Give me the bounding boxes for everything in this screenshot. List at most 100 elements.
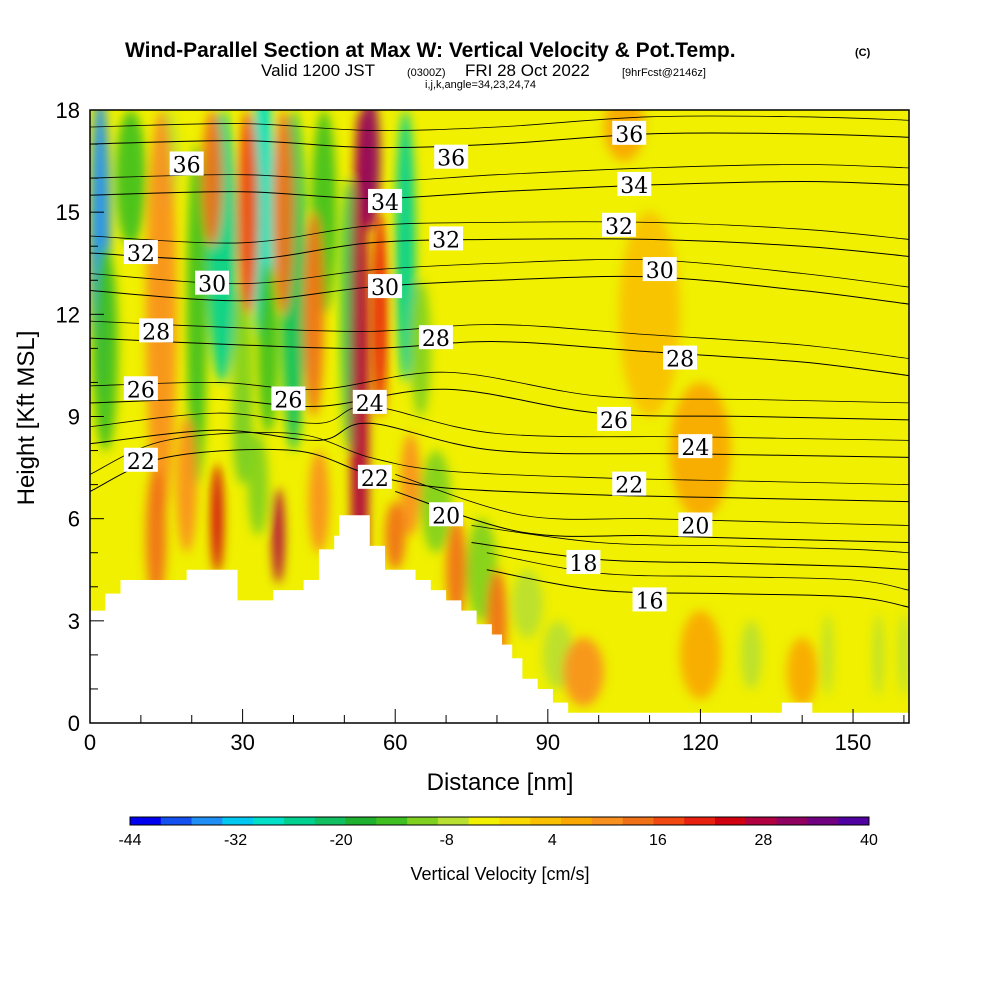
theta-contour-22 xyxy=(90,448,909,503)
contour-label-26: 26 xyxy=(271,386,306,413)
svg-text:26: 26 xyxy=(274,388,302,413)
x-tick-label: 60 xyxy=(383,730,407,755)
colorbar-swatch xyxy=(807,817,839,825)
w-cell-26 xyxy=(201,110,223,247)
theta-contour-30 xyxy=(90,275,909,305)
w-cell-32 xyxy=(372,212,388,417)
colorbar-swatch xyxy=(684,817,716,825)
contour-label-28: 28 xyxy=(139,318,174,345)
y-tick-label: 15 xyxy=(56,200,80,225)
w-cell-12 xyxy=(395,110,416,383)
colorbar-tick-label: -8 xyxy=(440,832,454,849)
svg-text:30: 30 xyxy=(198,273,226,298)
colorbar-swatch xyxy=(130,817,162,825)
y-axis-label: Height [Kft MSL] xyxy=(13,331,40,506)
contour-label-26: 26 xyxy=(123,376,158,403)
contour-label-32: 32 xyxy=(429,226,464,253)
svg-text:18: 18 xyxy=(569,552,597,577)
colorbar-tick-label: -20 xyxy=(330,832,353,849)
colorbar-swatch xyxy=(499,817,531,825)
svg-text:28: 28 xyxy=(666,348,694,373)
svg-text:32: 32 xyxy=(432,228,460,253)
subtitle-z: (0300Z) xyxy=(407,67,446,79)
y-tick-label: 3 xyxy=(68,609,80,634)
contour-label-30: 30 xyxy=(368,274,403,301)
contour-label-22: 22 xyxy=(612,471,647,499)
contour-label-18: 18 xyxy=(566,549,601,577)
colorbar-label: Vertical Velocity [cm/s] xyxy=(410,864,589,884)
plot-area: 16 18 20 22 24 26 28 30 32 34 36 36 34 32 32 30 30 28 28 26… xyxy=(90,110,909,723)
theta-contour-34 xyxy=(90,181,909,200)
contour-label-36: 36 xyxy=(169,151,204,178)
colorbar-swatch xyxy=(376,817,408,825)
w-cell-46 xyxy=(619,212,681,417)
colorbar-swatch xyxy=(653,817,685,825)
colorbar-swatch xyxy=(191,817,223,825)
y-tick-label: 6 xyxy=(68,507,80,532)
colorbar-swatch xyxy=(745,817,778,825)
contour-label-24: 24 xyxy=(678,434,713,461)
w-cell-24 xyxy=(720,110,742,179)
w-cell-15 xyxy=(232,382,253,485)
w-cell-38 xyxy=(385,501,406,570)
subtitle-date: FRI 28 Oct 2022 xyxy=(465,61,590,80)
w-cell-22 xyxy=(873,614,884,696)
chart-title: Wind-Parallel Section at Max W: Vertical… xyxy=(125,39,736,62)
colorbar-swatch xyxy=(591,817,624,825)
svg-text:20: 20 xyxy=(681,514,709,539)
theta-contour-26 xyxy=(90,388,909,421)
w-cell-2 xyxy=(115,110,146,247)
contour-label-36: 36 xyxy=(612,120,647,148)
y-tick-label: 18 xyxy=(56,98,80,123)
colorbar-swatch xyxy=(622,817,654,825)
contour-label-28: 28 xyxy=(663,345,698,373)
theta-contour-minor xyxy=(395,474,909,526)
colorbar-swatch xyxy=(437,817,470,825)
contour-labels: 16 18 20 22 24 26 28 30 32 34 36 36 34 32 32 30 30 28 28 26… xyxy=(123,120,713,614)
subtitle-valid: Valid 1200 JST xyxy=(261,61,375,80)
x-axis-label: Distance [nm] xyxy=(427,769,574,796)
svg-text:24: 24 xyxy=(356,392,384,417)
w-cell-40 xyxy=(446,518,467,621)
colorbar-tick-label: 4 xyxy=(548,832,557,849)
x-axis: 0 30 60 90 120 150 xyxy=(84,709,905,755)
colorbar-swatch xyxy=(345,817,377,825)
theta-contour-minor xyxy=(90,258,909,288)
theta-contour-minor xyxy=(90,371,909,404)
contour-label-30: 30 xyxy=(642,257,677,284)
svg-text:22: 22 xyxy=(615,474,643,499)
theta-contour-minor xyxy=(486,552,909,591)
svg-text:20: 20 xyxy=(432,504,460,529)
w-cell-29 xyxy=(303,212,324,417)
colorbar-swatch xyxy=(283,817,316,825)
theta-contour-minor xyxy=(471,525,909,554)
y-tick-label: 9 xyxy=(68,405,80,430)
svg-text:36: 36 xyxy=(437,147,465,172)
w-cell-1 xyxy=(92,246,118,451)
colorbar-tick-label: -32 xyxy=(224,832,247,849)
colorbar-swatch xyxy=(314,817,347,825)
subtitle-forecast: [9hrFcst@2146z] xyxy=(622,67,706,79)
w-cell-44 xyxy=(786,637,818,706)
w-cell-27 xyxy=(237,110,258,315)
colorbar-swatch xyxy=(160,817,193,825)
colorbar-swatch xyxy=(222,817,254,825)
theta-contour-minor xyxy=(90,164,909,182)
w-cell-18 xyxy=(512,569,543,638)
theta-contours xyxy=(90,115,909,608)
colorbar-swatch xyxy=(468,817,500,825)
svg-text:22: 22 xyxy=(127,450,155,475)
w-cell-28 xyxy=(273,110,294,315)
contour-label-22: 22 xyxy=(123,447,158,475)
w-cell-23 xyxy=(898,614,909,696)
theta-contour-minor xyxy=(90,432,909,486)
w-cell-36 xyxy=(176,416,197,553)
x-tick-label: 120 xyxy=(682,730,719,755)
theta-contour-16 xyxy=(486,569,909,608)
w-cell-14 xyxy=(247,433,269,536)
svg-text:22: 22 xyxy=(361,467,389,492)
svg-text:32: 32 xyxy=(605,215,633,240)
colorbar-tick-label: 28 xyxy=(755,832,773,849)
colorbar-swatch xyxy=(530,817,562,825)
